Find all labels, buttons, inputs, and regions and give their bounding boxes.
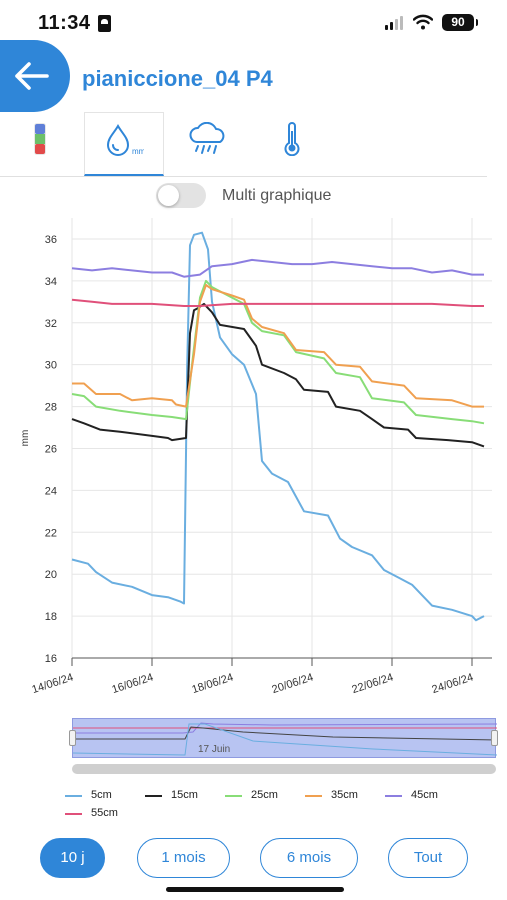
series-line-25cm — [71, 279, 485, 425]
navigator-preview — [72, 722, 498, 756]
y-tick-label: 26 — [45, 443, 57, 455]
y-tick-label: 32 — [45, 318, 57, 330]
y-tick-label: 16 — [45, 653, 57, 665]
x-tick-label: 14/06/24 — [30, 671, 74, 696]
x-tick-label: 18/06/24 — [190, 671, 234, 696]
wifi-icon — [413, 14, 433, 30]
x-tick-label: 20/06/24 — [270, 671, 314, 696]
multi-graph-label: Multi graphique — [222, 187, 332, 204]
navigator-right-handle[interactable] — [491, 730, 498, 746]
y-tick-label: 28 — [45, 402, 57, 414]
navigator-range[interactable] — [72, 718, 498, 758]
tab-temperature[interactable] — [252, 112, 332, 176]
thermometer-icon — [284, 122, 300, 156]
tab-rain[interactable] — [168, 112, 248, 176]
y-tick-label: 34 — [45, 276, 57, 288]
chart-legend: 5cm 15cm 25cm 35cm 45cm 55cm — [60, 788, 500, 828]
range-6-months-button[interactable]: 6 mois — [260, 838, 358, 878]
range-10-days-button[interactable]: 10 j — [40, 838, 105, 878]
legend-label: 45cm — [411, 789, 438, 801]
y-tick-label: 30 — [45, 360, 57, 372]
navigator-date-label: 17 Juin — [198, 744, 231, 755]
legend-swatch — [65, 795, 82, 797]
rain-cloud-icon — [189, 122, 225, 154]
y-axis-label: mm — [20, 430, 31, 447]
moisture-unit-label: mm — [132, 147, 144, 156]
multi-graph-toggle[interactable] — [156, 183, 206, 208]
x-tick-label: 24/06/24 — [430, 671, 474, 696]
legend-swatch — [385, 795, 402, 797]
legend-label: 35cm — [331, 789, 358, 801]
tab-moisture[interactable]: mm — [84, 112, 164, 176]
legend-swatch — [305, 795, 322, 797]
y-tick-label: 18 — [45, 611, 57, 623]
tab-battery[interactable] — [0, 112, 80, 176]
x-tick-label: 16/06/24 — [110, 671, 154, 696]
legend-swatch — [65, 813, 82, 815]
y-tick-label: 24 — [45, 485, 57, 497]
legend-label: 5cm — [91, 789, 112, 801]
moisture-chart: 36 34 32 30 28 26 24 22 20 18 16 14/06/24 16/06/24 18… — [20, 218, 492, 696]
legend-swatch — [145, 795, 162, 797]
legend-swatch — [225, 795, 242, 797]
series-line-55cm — [71, 298, 484, 307]
battery-icon — [34, 123, 46, 155]
legend-label: 55cm — [91, 807, 118, 819]
range-1-month-button[interactable]: 1 mois — [137, 838, 230, 878]
series-line-5cm — [71, 231, 485, 622]
arrow-left-icon — [15, 62, 49, 90]
series-line-15cm — [71, 302, 485, 448]
range-all-button[interactable]: Tout — [388, 838, 468, 878]
back-button[interactable] — [0, 40, 70, 112]
tab-bar: mm — [0, 112, 487, 177]
moisture-mm-icon: mm — [106, 123, 144, 156]
status-time: 11:34 — [38, 12, 91, 34]
battery-indicator: 90 — [442, 14, 478, 31]
chart-navigator[interactable]: 17 Juin — [69, 718, 498, 760]
y-tick-label: 36 — [45, 234, 57, 246]
page-title: pianiccione_04 P4 — [82, 66, 273, 91]
cellular-signal-icon — [385, 16, 405, 30]
series-line-45cm — [71, 258, 484, 278]
legend-label: 25cm — [251, 789, 278, 801]
status-bar: 11:34 90 — [0, 0, 507, 46]
id-card-icon — [98, 15, 111, 32]
legend-label: 15cm — [171, 789, 198, 801]
navigator-scrollbar[interactable] — [72, 764, 496, 774]
y-tick-label: 22 — [45, 527, 57, 539]
x-tick-label: 22/06/24 — [350, 671, 394, 696]
home-indicator — [166, 887, 344, 892]
navigator-left-handle[interactable] — [69, 730, 76, 746]
series-line-35cm — [72, 284, 484, 408]
y-tick-label: 20 — [45, 569, 57, 581]
